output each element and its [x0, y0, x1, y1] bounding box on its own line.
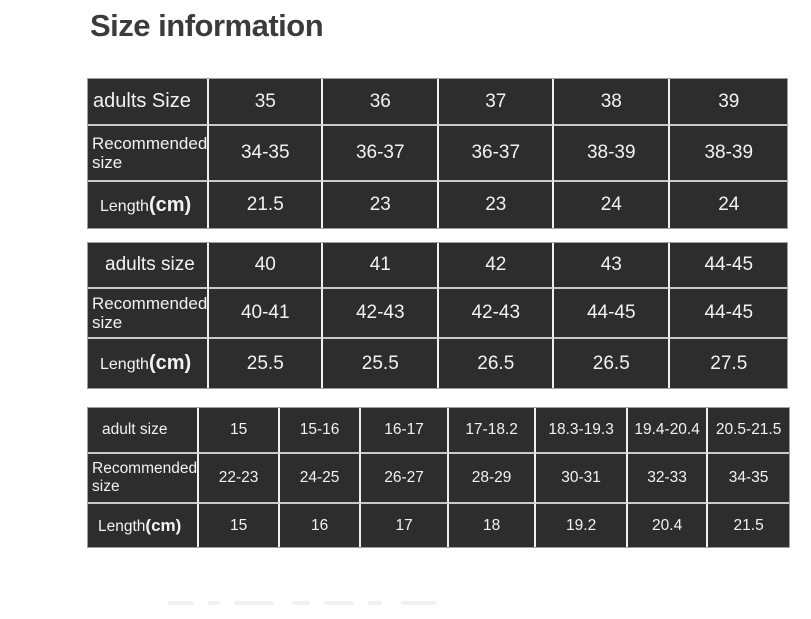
table-cell: 36-37 — [323, 126, 440, 182]
table-row: adults Size 35 36 37 38 39 — [88, 79, 788, 126]
table-cell: 26.5 — [439, 339, 555, 388]
row-label: adults size — [88, 243, 210, 289]
table-row: Length(cm) 15 16 17 18 19.2 20.4 21.5 — [88, 504, 789, 547]
table-cell: 44-45 — [554, 289, 671, 339]
table-cell: 36 — [323, 79, 440, 126]
table-row: Length(cm) 25.5 25.5 26.5 26.5 27.5 — [88, 339, 787, 388]
row-label: Recommended size — [88, 289, 210, 339]
table-cell: 17-18.2 — [449, 408, 537, 454]
table-row: Recommended size 34-35 36-37 36-37 38-39… — [88, 126, 788, 182]
table-cell: 36-37 — [439, 126, 555, 182]
table-cell: 26-27 — [361, 454, 450, 504]
table-cell: 20.5-21.5 — [708, 408, 790, 454]
table-cell: 18 — [449, 504, 537, 547]
table-row: Recommended size 22-23 24-25 26-27 28-29… — [88, 454, 790, 504]
table-cell: 42-43 — [323, 289, 440, 339]
row-label: Recommended size — [88, 454, 200, 504]
size-table-adults-35-39: adults Size 35 36 37 38 39 Recommended s… — [86, 78, 789, 229]
table-cell: 34-35 — [209, 126, 324, 182]
table-cell: 42-43 — [439, 289, 555, 339]
table-cell: 41 — [323, 243, 440, 289]
table-cell: 35 — [209, 79, 324, 126]
table-cell: 25.5 — [209, 339, 324, 388]
table-cell: 38-39 — [554, 126, 671, 182]
table-cell: 15 — [199, 504, 281, 547]
table-cell: 18.3-19.3 — [536, 408, 629, 454]
table-cell: 21.5 — [209, 182, 324, 228]
table-cell: 24 — [718, 194, 740, 215]
table-cell: 23 — [439, 182, 555, 228]
table-cell: 40-41 — [209, 289, 324, 339]
table-cell: 24 — [554, 182, 671, 228]
table-cell: 23 — [323, 182, 440, 228]
table-cell: 39 — [670, 79, 788, 126]
row-label: Length(cm) — [88, 339, 210, 388]
row-label: adults Size — [88, 79, 210, 126]
table-row: adults size 40 41 42 43 44-45 — [88, 243, 788, 289]
length-unit: (cm) — [145, 515, 182, 535]
table-cell: 17 — [361, 504, 450, 547]
table-cell: 19.2 — [536, 504, 629, 547]
table-row: adult size 15 15-16 16-17 17-18.2 18.3-1… — [88, 408, 790, 454]
page-title: Size information — [90, 8, 324, 43]
row-label: Length(cm) — [88, 504, 200, 547]
table-cell: 37 — [439, 79, 555, 126]
table-cell: 27.5 — [710, 352, 748, 374]
table-cell: 22-23 — [199, 454, 281, 504]
table-cell: 42 — [439, 243, 555, 289]
length-label: Length — [100, 197, 149, 215]
table-cell: 24-25 — [280, 454, 362, 504]
table-cell: 40 — [209, 243, 324, 289]
table-cell: 44-45 — [670, 243, 788, 289]
table-cell: 44-45 — [670, 289, 788, 339]
table-cell: 16-17 — [361, 408, 450, 454]
table-cell: 30-31 — [536, 454, 629, 504]
length-label: Length — [98, 517, 146, 535]
table-cell: 25.5 — [323, 339, 440, 388]
row-label: Length(cm) — [88, 182, 210, 228]
row-label: adult size — [88, 408, 200, 454]
table-cell: 16 — [280, 504, 362, 547]
table-cell: 19.4-20.4 — [628, 408, 709, 454]
table-cell: 28-29 — [449, 454, 537, 504]
cropped-text-artifact — [168, 601, 451, 605]
length-unit: (cm) — [148, 352, 192, 374]
table-row: Length(cm) 21.5 23 23 24 24 — [88, 182, 787, 228]
length-unit: (cm) — [148, 193, 192, 216]
table-cell: 21.5 — [733, 516, 764, 534]
table-cell: 43 — [554, 243, 671, 289]
table-cell: 26.5 — [554, 339, 671, 388]
table-cell: 20.4 — [628, 504, 709, 547]
table-row: Recommended size 40-41 42-43 42-43 44-45… — [88, 289, 788, 339]
table-cell: 34-35 — [708, 454, 790, 504]
table-cell: 32-33 — [628, 454, 709, 504]
row-label: Recommended size — [88, 126, 210, 182]
table-cell: 38 — [554, 79, 671, 126]
table-cell: 38-39 — [670, 126, 788, 182]
size-table-adults-40-45: adults size 40 41 42 43 44-45 Recommende… — [86, 242, 789, 389]
length-label: Length — [100, 356, 149, 373]
table-cell: 15-16 — [280, 408, 362, 454]
table-cell: 15 — [199, 408, 281, 454]
size-table-adult-15-21: adult size 15 15-16 16-17 17-18.2 18.3-1… — [86, 407, 791, 548]
